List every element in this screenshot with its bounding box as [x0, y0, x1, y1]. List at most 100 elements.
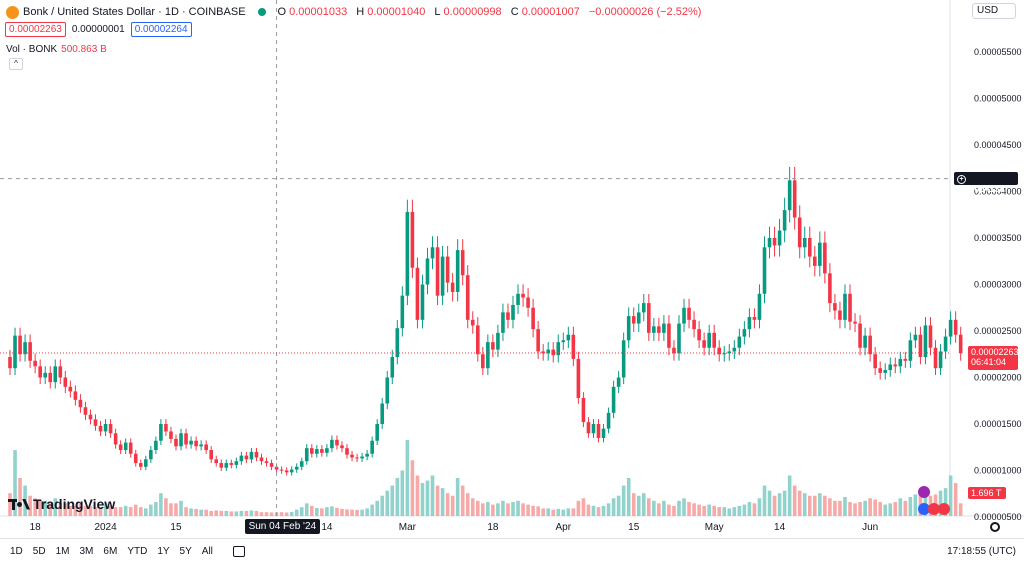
- candle-body: [913, 334, 918, 341]
- volume-bar: [692, 503, 696, 516]
- volume-bar: [576, 500, 581, 516]
- candle-body: [652, 326, 656, 333]
- candle-body: [18, 335, 22, 355]
- x-tick-label: 14: [321, 522, 333, 533]
- candle-body: [400, 295, 405, 329]
- calendar-icon[interactable]: [232, 546, 245, 557]
- volume-bar: [606, 503, 611, 516]
- volume-bar: [848, 502, 852, 516]
- candle-body: [531, 307, 535, 330]
- collapse-legend-icon[interactable]: ^: [9, 58, 23, 70]
- volume-bar: [647, 498, 651, 516]
- candle-body: [274, 466, 279, 470]
- candle-body: [606, 412, 611, 429]
- candle-body: [118, 444, 123, 451]
- volume-bar: [214, 510, 219, 516]
- sell-button[interactable]: 0.00002263: [5, 22, 66, 37]
- price-chart[interactable]: 0.00000500 0.00001000 0.00001500 0.00002000…: [0, 0, 1024, 538]
- buy-button[interactable]: 0.00002264: [130, 22, 192, 37]
- volume-bar: [450, 495, 455, 516]
- candle-body: [601, 428, 606, 438]
- volume-bar: [154, 502, 158, 516]
- volume-bar: [455, 478, 460, 516]
- candle-body: [772, 238, 777, 246]
- candle-body: [732, 347, 737, 352]
- economic-event-icon[interactable]: [928, 503, 940, 515]
- range-1d[interactable]: 1D: [10, 546, 23, 557]
- volume-bar: [58, 503, 63, 516]
- range-all[interactable]: All: [201, 546, 213, 557]
- volume-bar: [737, 505, 742, 516]
- candle-body: [13, 335, 17, 369]
- candle-body: [838, 310, 842, 320]
- y-tick-label: 0.00002500: [974, 326, 1022, 336]
- candle-body: [264, 461, 269, 464]
- candle-body: [219, 463, 224, 468]
- volume-bar: [53, 498, 58, 516]
- range-ytd[interactable]: YTD: [127, 546, 148, 557]
- utc-clock[interactable]: 17:18:55 (UTC): [947, 546, 1016, 557]
- volume-bar: [491, 504, 495, 516]
- candle-body: [948, 319, 953, 337]
- range-3m[interactable]: 3M: [79, 546, 94, 557]
- symbol-title[interactable]: Bonk / United States Dollar · 1D · COINB…: [23, 6, 246, 18]
- candle-body: [682, 307, 686, 324]
- candle-body: [797, 217, 802, 248]
- volume-bar: [340, 508, 344, 516]
- candle-body: [340, 445, 344, 449]
- candle-body: [63, 377, 68, 387]
- range-1m[interactable]: 1M: [55, 546, 70, 557]
- candle-body: [828, 273, 832, 304]
- tradingview-logo[interactable]: TradingView: [8, 496, 115, 512]
- candle-body: [707, 332, 711, 348]
- volume-bar: [28, 495, 32, 516]
- volume-bar: [330, 506, 334, 516]
- candle-body: [536, 329, 540, 352]
- volume-bar: [259, 512, 264, 516]
- volume-bar: [234, 511, 239, 516]
- candle-body: [481, 354, 485, 369]
- range-5d[interactable]: 5D: [32, 546, 46, 557]
- volume-bar: [747, 502, 752, 516]
- volume-bar: [667, 504, 671, 516]
- range-6m[interactable]: 6M: [103, 546, 118, 557]
- settings-icon[interactable]: [990, 522, 1000, 532]
- economic-event-icon[interactable]: [918, 503, 930, 515]
- events-icon[interactable]: [918, 486, 930, 498]
- volume-bar: [893, 502, 898, 516]
- candle-body: [93, 419, 98, 426]
- candle-body: [169, 431, 173, 439]
- volume-bar: [757, 498, 762, 516]
- volume-bar: [294, 509, 299, 516]
- x-tick-label: 14: [774, 522, 786, 533]
- volume-bar: [556, 508, 561, 516]
- spread-value: 0.00000001: [71, 24, 125, 35]
- volume-bar: [797, 490, 802, 516]
- volume-bar: [78, 503, 83, 516]
- volume-bar: [43, 500, 48, 516]
- volume-bar: [677, 500, 681, 516]
- candle-body: [777, 230, 782, 246]
- candle-body: [958, 334, 963, 354]
- candle-body: [737, 336, 742, 348]
- candle-body: [269, 463, 274, 467]
- candle-body: [138, 463, 143, 467]
- currency-selector[interactable]: USD: [972, 3, 1016, 19]
- ohlc-values: O 0.00001033 H 0.00001040 L 0.00000998 C 0.0…: [277, 6, 702, 18]
- range-1y[interactable]: 1Y: [157, 546, 170, 557]
- economic-event-icon[interactable]: [938, 503, 950, 515]
- volume-bar: [310, 505, 314, 516]
- candle-body: [571, 334, 576, 359]
- candle-body: [516, 293, 520, 305]
- candle-body: [923, 325, 928, 358]
- add-alert-icon[interactable]: +: [957, 174, 966, 184]
- candle-body: [133, 453, 138, 464]
- volume-bar: [169, 503, 173, 516]
- volume-bar: [496, 503, 500, 516]
- candle-body: [214, 459, 219, 464]
- candle-body: [304, 448, 309, 462]
- volume-bar: [430, 475, 435, 516]
- candle-body: [164, 424, 168, 432]
- range-5y[interactable]: 5Y: [179, 546, 192, 557]
- candle-body: [355, 457, 359, 459]
